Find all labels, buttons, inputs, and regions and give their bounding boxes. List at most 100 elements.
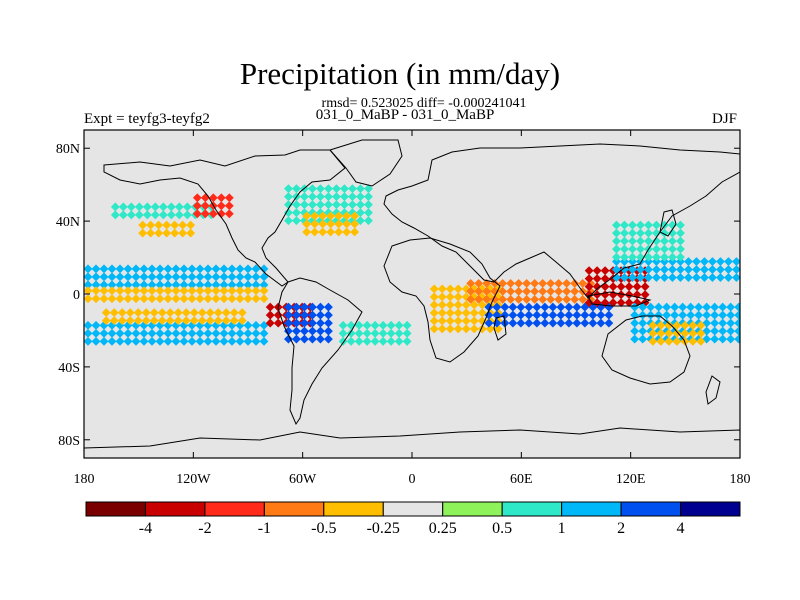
colorbar-label: 0.5 <box>492 520 513 537</box>
anomaly-cell <box>628 273 637 282</box>
anomaly-cell <box>716 273 725 282</box>
anomaly-cell <box>208 209 218 219</box>
anomaly-cell <box>162 228 172 238</box>
anomaly-cell <box>163 294 173 304</box>
anomaly-cell <box>338 336 348 346</box>
anomaly-cell <box>700 273 709 282</box>
anomaly-cell <box>187 294 197 304</box>
anomaly-cell <box>469 324 479 334</box>
anomaly-cell <box>141 316 151 326</box>
stats-line: rmsd= 0.523025 diff= -0.000241041 <box>321 96 527 111</box>
lat-tick-label: 80S <box>58 434 80 449</box>
anomaly-cell <box>179 294 189 304</box>
anomaly-cell <box>123 336 133 346</box>
anomaly-cell <box>620 252 629 262</box>
anomaly-cell <box>726 334 736 344</box>
anomaly-cell <box>546 294 556 304</box>
anomaly-cell <box>532 318 542 328</box>
colorbar-box <box>680 501 741 517</box>
anomaly-cell <box>453 324 463 334</box>
anomaly-cell <box>588 318 598 328</box>
colorbar-box <box>144 501 206 517</box>
anomaly-cell <box>155 336 165 346</box>
anomaly-cell <box>146 228 156 238</box>
latitude-ticks: 80N 40N 0 40S 80S <box>56 142 740 449</box>
lon-tick-label: 180 <box>74 472 95 487</box>
anomaly-cell <box>466 294 476 304</box>
anomaly-cell <box>211 336 221 346</box>
anomaly-south-pacific-wet <box>84 320 269 346</box>
anomaly-cell <box>696 336 706 346</box>
anomaly-cell <box>138 228 148 238</box>
anomaly-cell <box>292 216 301 226</box>
lon-tick-label: 60W <box>289 472 317 487</box>
anomaly-cell <box>437 324 447 334</box>
anomaly-brazil-wet <box>284 302 333 344</box>
anomaly-cell <box>580 318 590 328</box>
anomaly-cell <box>227 336 237 346</box>
anomaly-cell <box>181 316 191 326</box>
anomaly-east-asia-wet <box>612 220 685 262</box>
anomaly-cell <box>636 273 645 282</box>
anomaly-cell <box>688 336 698 346</box>
anomaly-cell <box>485 324 495 334</box>
anomaly-cell <box>660 273 669 282</box>
anomaly-cell <box>142 210 152 220</box>
season-label: DJF <box>712 111 738 127</box>
anomaly-cell <box>173 316 183 326</box>
colorbar-box <box>204 501 265 517</box>
anomaly-cell <box>664 336 674 346</box>
anomaly-cell <box>718 334 728 344</box>
anomaly-cell <box>370 336 380 346</box>
anomaly-cell <box>284 334 293 344</box>
anomaly-cell <box>101 316 111 326</box>
anomaly-cell <box>107 336 117 346</box>
coastline-eurasia <box>383 143 740 299</box>
anomaly-cell <box>394 336 404 346</box>
anomaly-cell <box>584 298 594 308</box>
anomaly-cell <box>522 294 532 304</box>
anomaly-cell <box>284 216 293 226</box>
anomaly-cell <box>229 316 239 326</box>
coastline-madagascar <box>493 315 507 341</box>
anomaly-cell <box>570 294 580 304</box>
anomaly-cell <box>530 294 540 304</box>
anomaly-east-pacific-eq-dry <box>84 286 269 304</box>
anomaly-cell <box>356 216 365 226</box>
anomaly-cell <box>324 334 333 344</box>
coastline-maritime-continent <box>587 291 652 307</box>
anomaly-cell <box>554 294 564 304</box>
anomaly-cell <box>710 334 720 344</box>
anomaly-cell <box>445 324 455 334</box>
coastline-japan <box>659 209 677 237</box>
anomaly-south-atlantic-wet <box>338 320 412 346</box>
anomaly-cell <box>484 318 494 328</box>
anomaly-cell <box>224 209 234 219</box>
anomaly-cell <box>126 210 136 220</box>
anomaly-alaska-dipole <box>192 193 234 219</box>
anomaly-cell <box>219 336 229 346</box>
anomaly-cell <box>386 336 396 346</box>
lon-tick-label: 180 <box>730 472 751 487</box>
anomaly-cell <box>346 336 356 346</box>
anomaly-north-pacific-dry <box>138 220 196 238</box>
anomaly-cell <box>652 273 661 282</box>
anomaly-cell <box>708 273 717 282</box>
anomaly-cell <box>628 252 637 262</box>
anomaly-cell <box>221 316 231 326</box>
anomaly-cell <box>110 210 120 220</box>
anomaly-cell <box>334 227 344 237</box>
anomaly-cell <box>107 294 117 304</box>
anomaly-cell <box>115 294 125 304</box>
anomaly-cell <box>219 294 229 304</box>
anomaly-cell <box>171 294 181 304</box>
anomaly-cell <box>187 336 197 346</box>
anomaly-cell <box>624 298 634 308</box>
coastline-antarctica <box>84 427 740 458</box>
anomaly-cell <box>99 336 109 346</box>
lon-tick-label: 0 <box>409 472 416 487</box>
anomaly-north-atlantic-dry <box>302 211 360 237</box>
anomaly-cell <box>251 336 261 346</box>
